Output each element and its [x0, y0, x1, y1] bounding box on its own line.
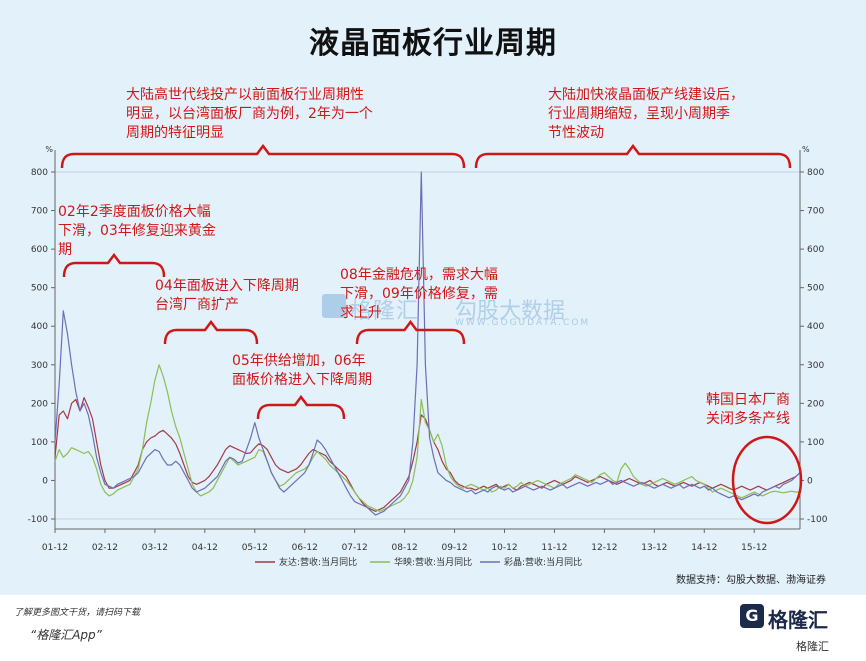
- chart-panel: [0, 0, 866, 595]
- annotation-era1: 大陆高世代线投产以前面板行业周期性 明显，以台湾面板厂商为例，2年为一个 周期的…: [126, 87, 373, 141]
- chart-plot: % % -100 -100 0 0 100 100 200 200 300 300 400 400 500 5…: [28, 143, 828, 568]
- watermark-url: WWW.GOGUDATA.COM: [455, 318, 591, 328]
- y-tick-label-left: 400: [31, 322, 48, 332]
- x-tick-label: 04-12: [192, 543, 218, 553]
- brand-logo-text: 格隆汇: [768, 608, 828, 632]
- watermark-logo-icon: [322, 294, 346, 318]
- data-source: 数据支持：勾股大数据、渤海证券: [676, 575, 826, 586]
- bracket-2008: [355, 319, 466, 345]
- y-tick-label-right: 800: [807, 168, 824, 178]
- highlight-ellipse-2015: [731, 435, 803, 525]
- brand-logo-icon: G: [740, 604, 764, 628]
- y-tick-label-left: 0: [42, 476, 48, 486]
- annotation-2008: 08年金融危机，需求大幅 下滑，09年价格修复，需 求上升: [340, 267, 498, 321]
- series-line-2: [54, 364, 800, 512]
- watermark-brand: 格隆汇: [350, 299, 420, 324]
- y-tick-label-left: 200: [31, 399, 48, 409]
- bracket-2002: [62, 252, 166, 278]
- x-tick-label: 05-12: [242, 543, 268, 553]
- series-line-3: [54, 171, 801, 516]
- series-line-1: [54, 397, 801, 512]
- y-tick-label-left: 600: [31, 245, 48, 255]
- y-tick-label-right: 300: [807, 361, 824, 371]
- x-tick-label: 14-12: [691, 543, 717, 553]
- bracket-2005: [256, 394, 346, 420]
- x-tick-label: 10-12: [491, 543, 517, 553]
- annotation-2004: 04年面板进入下降周期 台湾厂商扩产: [155, 278, 299, 313]
- y-tick-label-right: 100: [807, 438, 824, 448]
- annotation-2005: 05年供给增加，06年 面板价格进入下降周期: [232, 353, 372, 388]
- y-unit-right: %: [802, 145, 810, 154]
- y-tick-label-left: 100: [31, 438, 48, 448]
- legend-label-2: 华映:营收:当月同比: [394, 556, 472, 568]
- y-unit-left: %: [45, 145, 53, 154]
- x-tick-label: 08-12: [392, 543, 418, 553]
- x-tick-label: 12-12: [591, 543, 617, 553]
- chart-title: 液晶面板行业周期: [309, 26, 557, 61]
- x-tick-label: 15-12: [741, 543, 767, 553]
- x-tick-label: 03-12: [142, 543, 168, 553]
- y-tick-label-left: 800: [31, 168, 48, 178]
- y-tick-label-right: 400: [807, 322, 824, 332]
- bracket-2004: [163, 319, 259, 345]
- x-tick-label: 11-12: [541, 543, 567, 553]
- y-tick-label-right: 700: [807, 207, 824, 217]
- y-tick-label-left: 300: [31, 361, 48, 371]
- y-tick-label-right: 200: [807, 399, 824, 409]
- x-tick-label: 07-12: [342, 543, 368, 553]
- y-tick-label-right: 500: [807, 284, 824, 294]
- annotation-era2: 大陆加快液晶面板产线建设后， 行业周期缩短，呈现小周期季 节性波动: [548, 87, 744, 141]
- x-tick-label: 13-12: [641, 543, 667, 553]
- x-tick-label: 01-12: [42, 543, 68, 553]
- footer-hint: 了解更多图文干货，请扫码下载: [14, 608, 141, 618]
- bracket-era1: [60, 143, 466, 169]
- annotation-2002: 02年2季度面板价格大幅 下滑，03年修复迎来黄金 期: [58, 204, 216, 258]
- y-tick-label-right: 600: [807, 245, 824, 255]
- y-tick-label-right: -100: [807, 515, 828, 525]
- brand-badge: 格隆汇: [796, 640, 829, 653]
- legend-label-1: 友达:营收:当月同比: [279, 556, 357, 568]
- x-tick-label: 02-12: [92, 543, 118, 553]
- footer-app: “格隆汇App”: [30, 628, 102, 642]
- y-tick-label-left: 500: [31, 284, 48, 294]
- y-tick-label-left: 700: [31, 207, 48, 217]
- y-tick-label-left: -100: [28, 515, 49, 525]
- x-tick-label: 09-12: [441, 543, 467, 553]
- watermark-text: 勾股大数据: [455, 299, 566, 324]
- annotation-2015: 韩国日本厂商 关闭多条产线: [706, 392, 790, 427]
- legend-label-3: 彩晶:营收:当月同比: [504, 556, 582, 568]
- bracket-era2: [474, 143, 792, 169]
- y-tick-label-right: 0: [807, 476, 813, 486]
- x-tick-label: 06-12: [292, 543, 318, 553]
